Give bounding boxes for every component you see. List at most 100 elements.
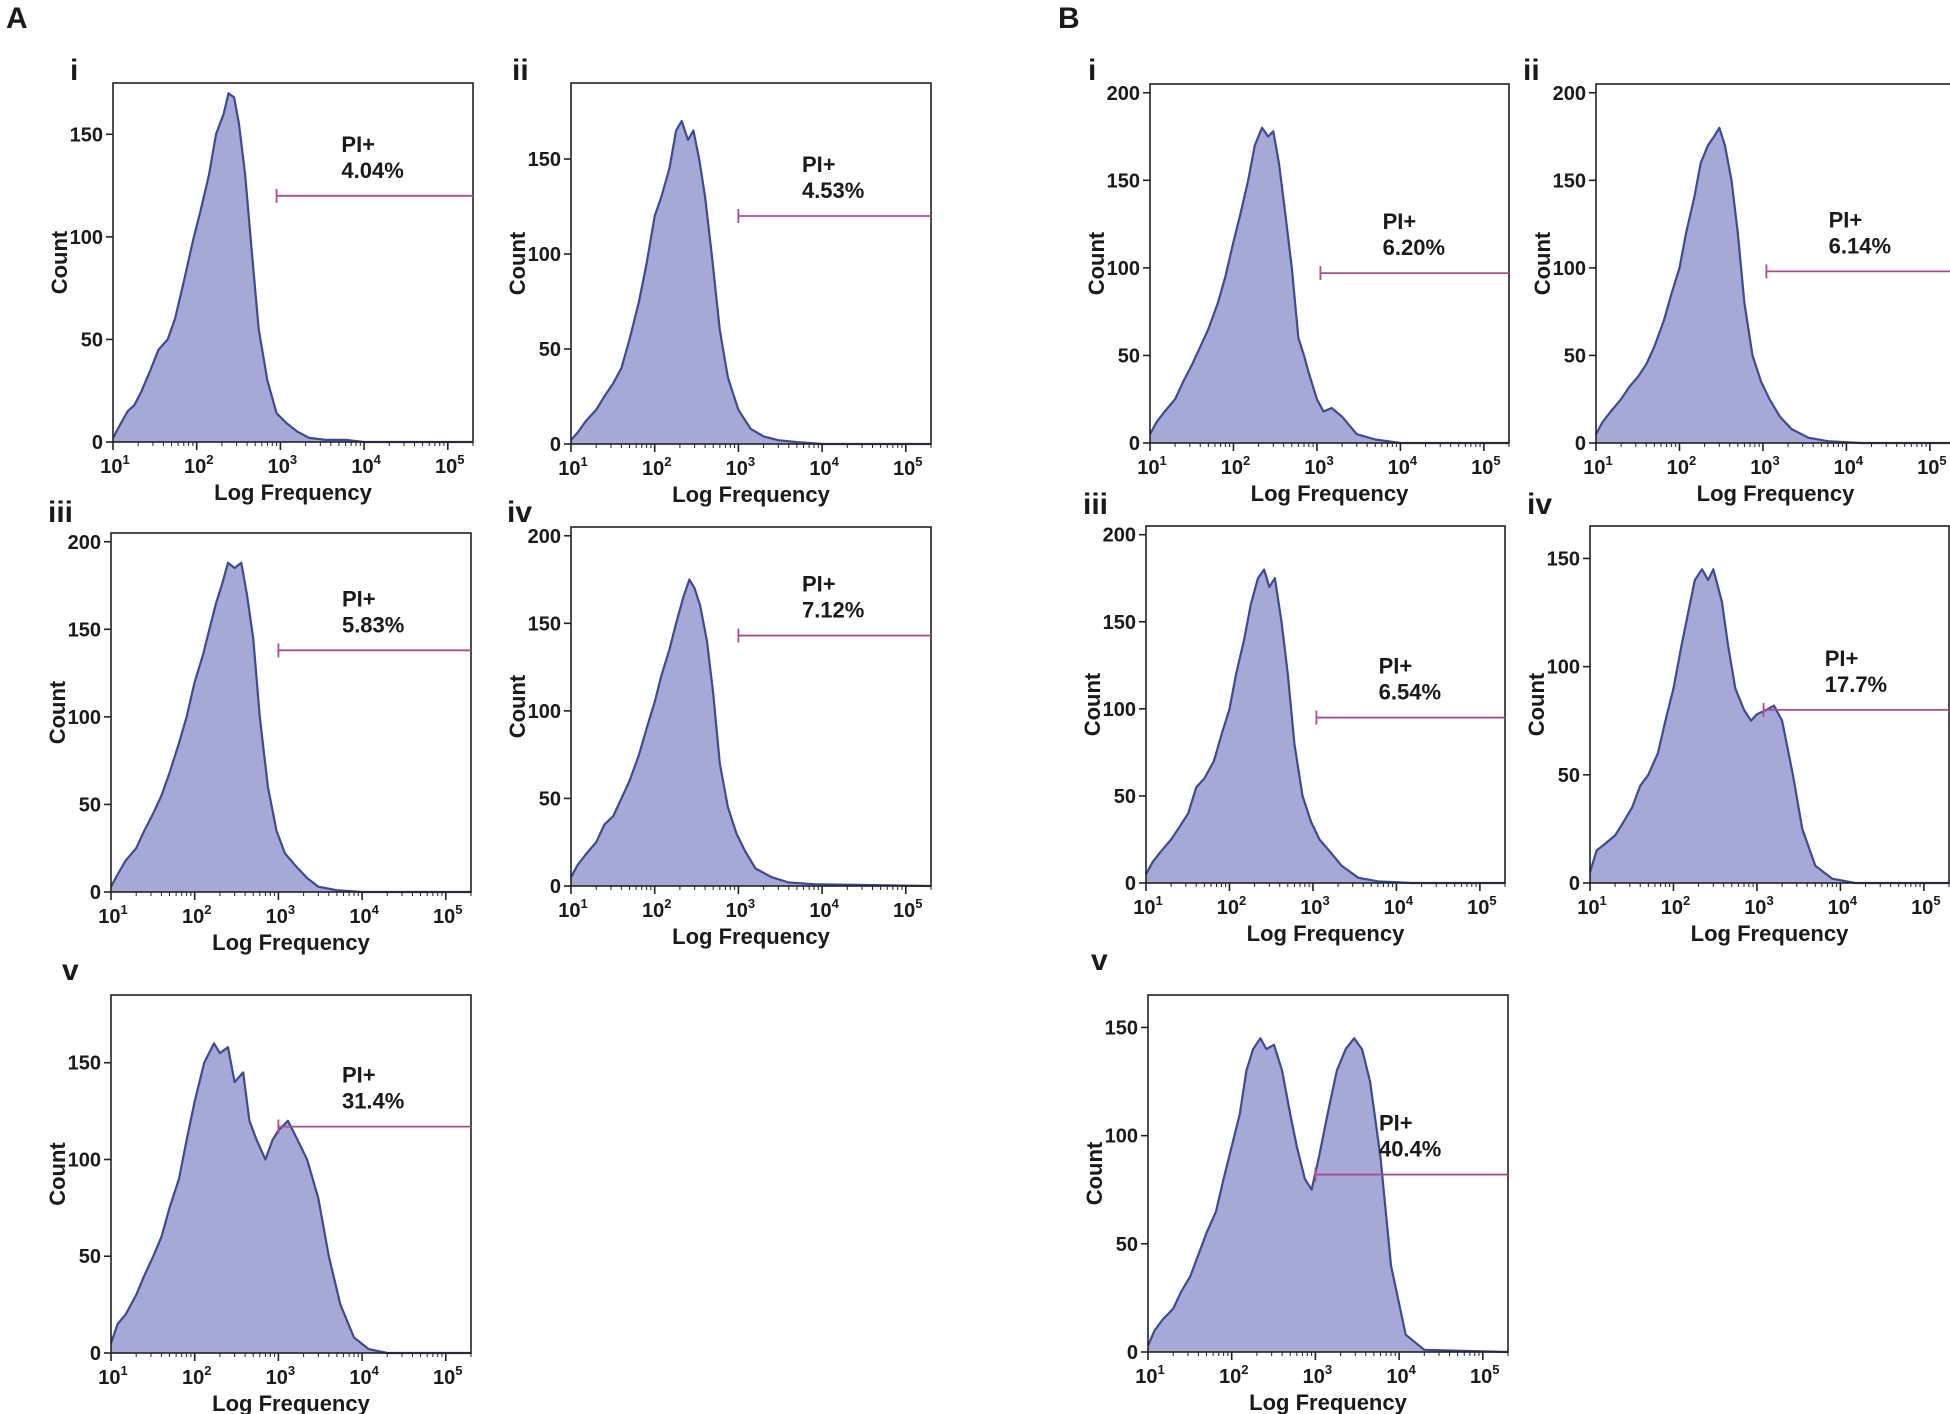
panel-a-iii-ytick-label: 150: [68, 619, 101, 641]
panel-a-ii: ii 0 50 100 150 101 102 103 104 105 Log Frequency C…: [505, 54, 932, 507]
panel-a-v-label: v: [62, 954, 79, 987]
panel-a-ii-xtick-label: 103: [726, 454, 755, 480]
group-letter-A: A: [6, 2, 28, 35]
panel-b-i-histogram-fill: [1150, 127, 1509, 444]
panel-a-ii-ytick-label: 100: [528, 244, 561, 266]
panel-a-iii-ytick-label: 200: [68, 532, 101, 554]
panel-a-v-xtick-label: 102: [182, 1363, 211, 1389]
panel-a-iv-gate-percent: 7.12%: [802, 598, 864, 623]
panel-b-i-gate-percent: 6.20%: [1383, 235, 1445, 260]
panel-a-i-histogram-fill: [113, 93, 473, 443]
panel-a-iii-xtick-label: 104: [349, 902, 379, 928]
panel-b-iv-histogram-fill: [1590, 569, 1949, 883]
panel-a-v-ytick-label: 50: [79, 1246, 101, 1268]
panel-a-iii-gate-percent: 5.83%: [342, 612, 404, 637]
panel-b-iv-gate-label: PI+: [1825, 646, 1859, 671]
panel-b-i-gate-label: PI+: [1383, 209, 1417, 234]
panel-a-ii-gate-percent: 4.53%: [802, 178, 864, 203]
panel-b-i-label: i: [1088, 54, 1096, 87]
panel-b-iii-ytick-label: 150: [1103, 612, 1136, 634]
panel-b-v-ytick-label: 100: [1105, 1126, 1138, 1148]
panel-a-i-yaxis-title: Count: [47, 230, 72, 294]
panel-a-i-ytick-label: 100: [70, 227, 103, 249]
panel-a-i-label: i: [70, 54, 78, 87]
panel-b-ii-ytick-label: 200: [1553, 83, 1586, 105]
panel-a-v-gate-percent: 31.4%: [342, 1089, 404, 1114]
panel-b-iv-xaxis-title: Log Frequency: [1691, 921, 1849, 946]
panel-a-ii-gate-label: PI+: [802, 152, 836, 177]
panel-a-v-ytick-label: 100: [68, 1149, 101, 1171]
panel-b-ii-label: ii: [1523, 54, 1540, 87]
panel-b-i-xtick-label: 104: [1388, 453, 1418, 479]
panel-b-ii-xaxis-title: Log Frequency: [1697, 481, 1855, 506]
panel-a-iv-xtick-label: 103: [726, 896, 755, 922]
panel-a-v: v 0 50 100 150 101 102 103 104 105 Log Frequency Co…: [45, 954, 472, 1414]
panel-b-i-yaxis-title: Count: [1084, 231, 1109, 295]
panel-b-i-xaxis-title: Log Frequency: [1251, 481, 1409, 506]
panel-a-v-gate-label: PI+: [342, 1063, 376, 1088]
panel-a-ii-frame: [570, 82, 932, 445]
panel-b-iv-label: iv: [1527, 488, 1552, 521]
panel-b-iii-xtick-label: 105: [1467, 893, 1496, 919]
panel-a-v-xaxis-title: Log Frequency: [212, 1391, 370, 1414]
panel-b-v-ytick-label: 150: [1105, 1017, 1138, 1039]
panel-b-ii-gate-percent: 6.14%: [1829, 233, 1891, 258]
panel-a-iii-ytick-label: 50: [79, 794, 101, 816]
panel-a-i-xtick-label: 103: [268, 452, 297, 478]
panel-a-i-ytick-label: 150: [70, 124, 103, 146]
panel-a-v-histogram-fill: [111, 1043, 471, 1353]
panel-b-iv-xtick-label: 101: [1577, 893, 1606, 919]
panel-a-iv-gate-label: PI+: [802, 572, 836, 597]
panel-b-iii-gate-percent: 6.54%: [1379, 680, 1441, 705]
panel-a-ii-histogram-line: [570, 119, 931, 446]
panel-b-v-label: v: [1091, 944, 1108, 977]
panel-b-ii-ytick-label: 0: [1575, 433, 1586, 455]
panel-b-v-xaxis-title: Log Frequency: [1249, 1390, 1407, 1414]
group-letter-B: B: [1058, 2, 1080, 35]
panel-a-ii-xaxis-title: Log Frequency: [672, 482, 830, 507]
panel-b-i-ytick-label: 100: [1107, 258, 1140, 280]
panel-b-iv: iv 0 50 100 150 101 102 103 104 105 Log Frequency C…: [1524, 488, 1950, 946]
panel-b-v-xtick-label: 102: [1219, 1362, 1248, 1388]
panel-b-ii-ytick-label: 150: [1553, 170, 1586, 192]
panel-b-iii-xtick-label: 102: [1217, 893, 1246, 919]
panel-b-i-ytick-label: 50: [1118, 345, 1140, 367]
panel-b-iv-ytick-label: 150: [1547, 548, 1580, 570]
panel-b-i-xtick-label: 101: [1137, 453, 1166, 479]
panel-b-v-ytick-label: 0: [1127, 1342, 1138, 1364]
panel-b-iii-xaxis-title: Log Frequency: [1247, 921, 1405, 946]
panel-a-iv-xtick-label: 105: [893, 896, 922, 922]
panel-b-iii-yaxis-title: Count: [1080, 672, 1105, 736]
panel-a-ii-ytick-label: 50: [539, 339, 561, 361]
panel-b-v-histogram-fill: [1148, 1038, 1508, 1352]
panel-a-i-xtick-label: 102: [184, 452, 213, 478]
panel-b-iii-histogram-fill: [1146, 569, 1505, 883]
panel-a-iv-xtick-label: 102: [642, 896, 671, 922]
panel-b-ii-xtick-label: 105: [1917, 453, 1946, 479]
panel-b-i-xtick-label: 103: [1304, 453, 1333, 479]
panel-a-i-ytick-label: 50: [81, 329, 103, 351]
panel-b-ii-xtick-label: 102: [1667, 453, 1696, 479]
panel-b-iii-histogram-line: [1145, 568, 1505, 885]
panel-b-iii: iii 0 50 100 150 200 101 102 103 104 105 Log Freque…: [1080, 488, 1506, 946]
panel-a-iv-xaxis-title: Log Frequency: [672, 924, 830, 949]
panel-b-i-ytick-label: 0: [1129, 433, 1140, 455]
panel-b-ii: ii 0 50 100 150 200 101 102 103 104 105 Log Frequen…: [1523, 54, 1950, 506]
panel-b-iii-xtick-label: 104: [1384, 893, 1414, 919]
panel-b-i-xtick-label: 105: [1471, 453, 1500, 479]
panel-b-v: v 0 50 100 150 101 102 103 104 105 Log Frequency Co…: [1082, 944, 1509, 1414]
panel-b-iv-ytick-label: 50: [1558, 765, 1580, 787]
panel-b-iii-frame: [1145, 525, 1506, 884]
panel-b-iii-ytick-label: 50: [1114, 786, 1136, 808]
panel-b-v-histogram-line: [1146, 1037, 1509, 1354]
panel-a-iv: iv 0 50 100 150 200 101 102 103 104 105 Log Frequen…: [505, 496, 932, 949]
panel-a-i-gate-label: PI+: [341, 132, 375, 157]
panel-a-iv-yaxis-title: Count: [505, 674, 530, 738]
panel-b-iii-ytick-label: 100: [1103, 699, 1136, 721]
panel-a-iii-ytick-label: 100: [68, 707, 101, 729]
panel-b-i-ytick-label: 200: [1107, 83, 1140, 105]
panel-b-v-ytick-label: 50: [1116, 1234, 1138, 1256]
panel-a-iii-xtick-label: 105: [433, 902, 462, 928]
panel-a-iii-xtick-label: 101: [98, 902, 127, 928]
panel-b-i-xtick-label: 102: [1221, 453, 1250, 479]
